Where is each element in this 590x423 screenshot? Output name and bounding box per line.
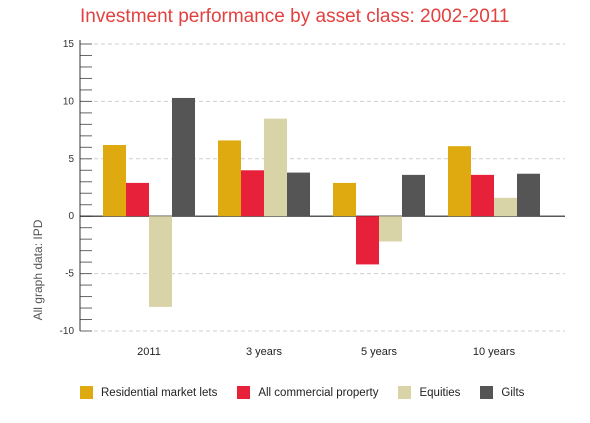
bar [448,146,471,217]
legend-label: Equities [419,386,461,399]
legend-swatch [398,386,412,399]
bar [218,140,241,217]
y-tick-label: -10 [60,326,75,337]
legend-label: All commercial property [258,386,379,399]
x-category-label: 5 years [361,346,398,358]
bar [103,145,126,217]
legend-swatch [237,386,251,399]
label-layer: 15 10 5 0 -5 -10 2011 3 years 5 years 10 years [60,39,516,358]
legend-item: Equities [398,386,460,399]
bar [379,216,402,242]
bar [126,182,149,217]
y-tick-label: 0 [68,211,74,222]
y-tick-label: -5 [65,269,74,280]
bar-layer [103,97,540,307]
y-tick-label: 5 [68,154,74,165]
legend-label: Residential market lets [101,386,218,399]
bar [149,216,172,307]
legend-swatch [480,386,494,399]
bar [264,118,287,217]
bar [494,197,517,217]
x-category-label: 2011 [137,346,161,358]
x-category-label: 10 years [473,346,516,358]
bar [471,174,494,217]
bar [287,172,310,217]
bar [333,182,356,217]
y-axis-label: All graph data: IPD [31,219,45,320]
bar [356,216,379,265]
legend-item: All commercial property [237,386,378,399]
bar [517,173,540,217]
x-category-label: 3 years [246,346,283,358]
legend-label: Gilts [501,386,525,399]
legend-item: Gilts [480,386,524,399]
y-tick-label: 10 [63,96,75,107]
legend-swatch [80,386,93,399]
legend: Residential market lets All commercial pr… [80,386,544,399]
y-tick-label: 15 [63,39,75,50]
bar [241,170,264,217]
bar [172,97,195,217]
chart-title: Investment performance by asset class: 2… [80,6,510,27]
legend-item: Residential market lets [80,386,217,399]
bar [402,174,425,217]
